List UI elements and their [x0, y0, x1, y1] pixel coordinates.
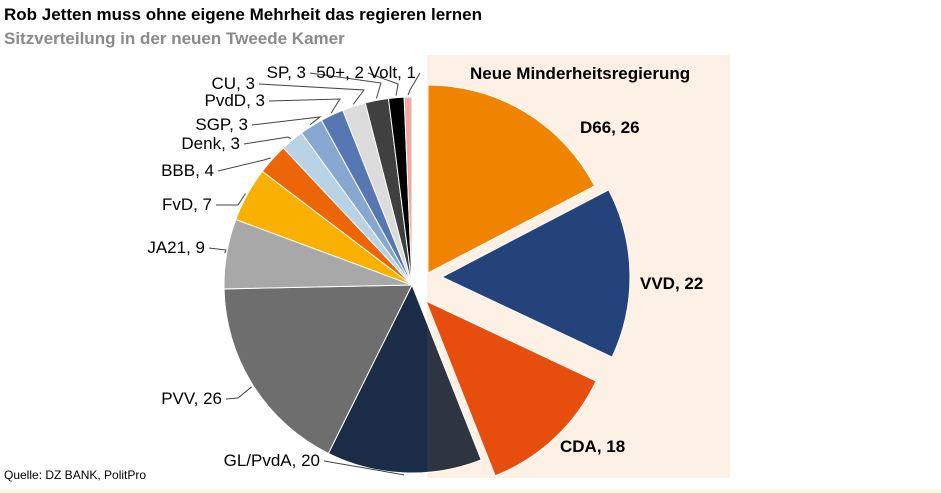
slice-volt — [403, 96, 413, 286]
slice-glpvda-highlight-part — [427, 321, 482, 473]
data-label: FvD, 7 — [162, 195, 212, 214]
data-label: SGP, 3 — [195, 115, 248, 134]
data-label: JA21, 9 — [147, 238, 205, 257]
leader-line — [367, 72, 399, 96]
leader-line — [407, 72, 421, 96]
data-label: VVD, 22 — [640, 274, 703, 293]
data-label: CU, 3 — [212, 74, 255, 93]
chart-title: Rob Jetten muss ohne eigene Mehrheit das… — [4, 5, 483, 24]
leader-line — [309, 72, 382, 99]
leader-line — [225, 386, 252, 400]
slice-pvv — [223, 284, 413, 455]
source-note: Quelle: DZ BANK, PolitPro — [4, 468, 147, 482]
leader-line — [208, 247, 227, 254]
slice-vvd — [440, 189, 631, 358]
data-label: BBB, 4 — [161, 161, 214, 180]
slice-d66 — [427, 84, 596, 274]
data-label: PVV, 26 — [161, 389, 222, 408]
data-label: SP, 3 — [267, 63, 306, 82]
leader-line — [216, 193, 246, 206]
leader-line — [268, 98, 341, 114]
leader-line — [258, 83, 365, 105]
leader-line — [323, 460, 405, 476]
data-label: Denk, 3 — [181, 134, 240, 153]
slice-cda — [425, 300, 597, 477]
data-label: PvdD, 3 — [205, 91, 265, 110]
leader-line — [217, 157, 271, 172]
data-label: GL/PvdA, 20 — [224, 451, 320, 470]
leader-line — [243, 136, 292, 145]
leader-line — [251, 116, 322, 126]
data-label: CDA, 18 — [560, 437, 625, 456]
data-label: Volt, 1 — [369, 63, 416, 82]
data-label: D66, 26 — [580, 118, 640, 137]
chart-subtitle: Sitzverteilung in der neuen Tweede Kamer — [4, 29, 345, 48]
highlight-label: Neue Minderheitsregierung — [470, 64, 690, 83]
data-label: 50+, 2 — [316, 63, 364, 82]
